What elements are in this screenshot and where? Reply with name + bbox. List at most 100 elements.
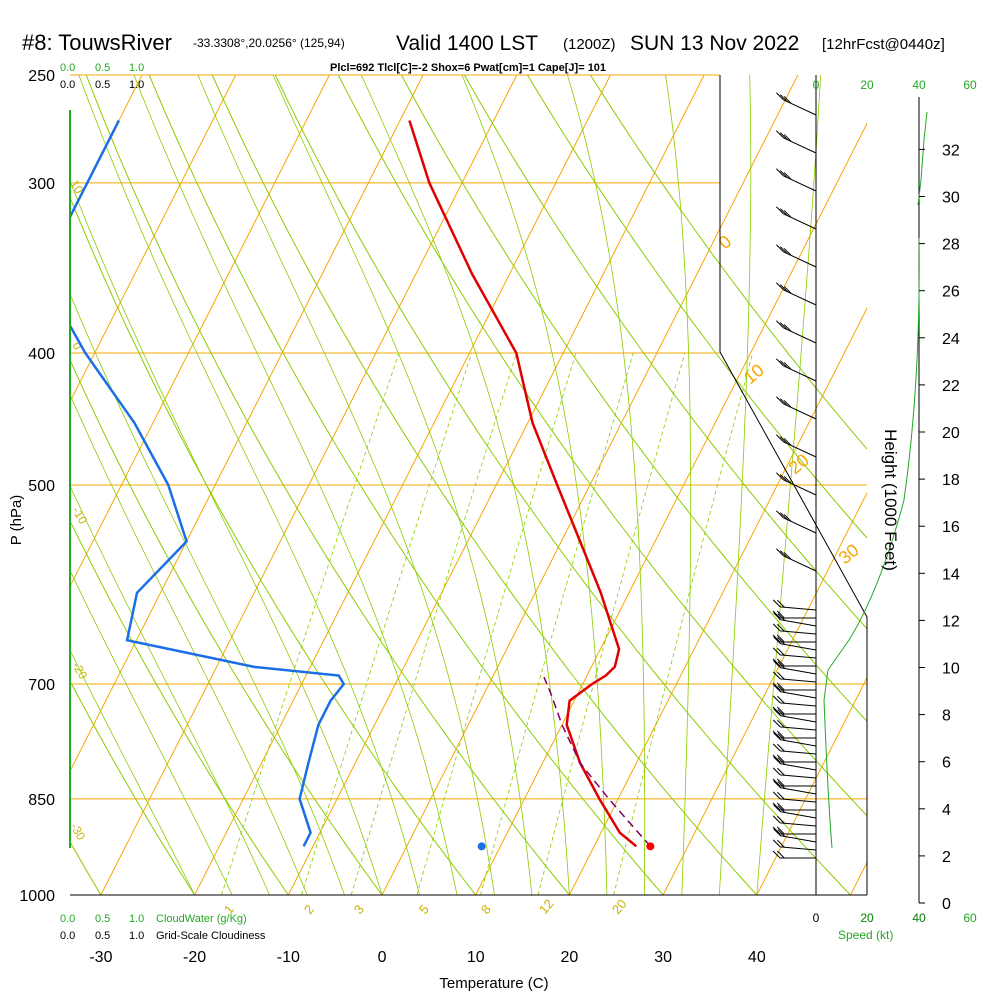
wind-barb (773, 804, 817, 819)
moist-adiabat-20 (360, 75, 570, 895)
wind-barb (776, 396, 817, 420)
height-tick-28: 28 (942, 237, 960, 254)
moist-adiabat-4 (78, 75, 420, 895)
wind-barb-flag (779, 398, 788, 406)
wind-barb-flag (777, 685, 786, 693)
wind-barb-flag (776, 754, 785, 763)
wind-barb-flag (772, 599, 781, 608)
wind-barb-flag (772, 658, 781, 667)
moist-adiabat-36 (718, 75, 752, 895)
wind-barb (772, 826, 816, 835)
wind-barb (772, 658, 816, 667)
isotherm-50 (850, 861, 867, 895)
speed-black-tick-2: 40 (912, 911, 926, 925)
wind-barb-flag (779, 284, 788, 292)
wind-barb (772, 623, 817, 635)
wind-barb (773, 684, 817, 699)
pressure-tick-250: 250 (28, 68, 55, 85)
cloud-cover-label: Grid-Scale Cloudiness (156, 930, 266, 942)
wind-barb-flag (773, 636, 781, 645)
dry-adiabat-label: -20 (69, 660, 90, 682)
speed-top-tick-2: 40 (912, 78, 926, 92)
wind-barb-flag (776, 472, 784, 481)
moist-adiabat-8 (133, 75, 458, 895)
mixing-ratio-1 (221, 352, 400, 895)
wind-barb (773, 732, 817, 747)
wind-barb (772, 767, 817, 779)
wind-barb-shaft (780, 691, 817, 699)
wind-barb-flag (783, 210, 792, 218)
wind-barb-flag (783, 172, 792, 180)
mixing-ratio-20 (613, 352, 754, 895)
cloud-water-label: CloudWater (g/Kg) (156, 913, 247, 925)
wind-barb (772, 791, 817, 803)
wind-barb (772, 634, 816, 643)
wind-barb-flag (776, 850, 785, 859)
wind-barb-shaft (780, 643, 817, 651)
wind-barb-flag (776, 826, 785, 835)
parcel-path (543, 676, 651, 847)
pressure-tick-850: 850 (28, 792, 55, 809)
wind-barb-shaft (780, 667, 817, 675)
wind-barb-flag (776, 434, 784, 443)
wind-barb-flag (772, 839, 781, 848)
wind-barb-flag (776, 802, 785, 811)
height-tick-24: 24 (942, 331, 960, 348)
dry-adiabat-40 (211, 75, 758, 895)
wind-barb-flag (777, 743, 785, 752)
wind-barb-flag (779, 512, 788, 520)
mixing-ratio-label: 3 (351, 902, 367, 917)
isotherm-30 (662, 491, 867, 895)
wind-barb-flag (777, 733, 786, 741)
height-tick-14: 14 (942, 566, 960, 583)
wind-barb-flag (783, 362, 792, 370)
wind-barb-flag (776, 548, 784, 557)
wind-barb-flag (776, 510, 784, 519)
temperature-tick--30: -30 (89, 949, 112, 966)
wind-barb-shaft (780, 835, 817, 843)
wind-barb-flag (776, 730, 785, 739)
wind-barb-flag (783, 248, 792, 256)
wind-barb-flag (783, 514, 792, 522)
wind-barb (776, 282, 817, 306)
wind-barb-flag (772, 730, 781, 739)
moist-adiabat-label: 10 (740, 360, 768, 388)
wind-barb (772, 754, 816, 763)
mixing-ratio-label: 20 (609, 896, 630, 917)
cloud-water-tick-bottom-1: 0.5 (95, 913, 110, 925)
y2-axis-label: Height (1000 Feet) (881, 429, 900, 571)
speed-green-tick-1: 40 (912, 911, 926, 925)
wind-barb-flag (777, 791, 785, 800)
mixing-ratio-8 (480, 352, 634, 895)
dry-adiabat-10 (70, 196, 477, 895)
dry-adiabat--10 (70, 519, 289, 895)
wind-barb (776, 320, 817, 344)
wind-barb-flag (773, 828, 781, 837)
temperature-tick-10: 10 (467, 949, 485, 966)
wind-barb-shaft (783, 365, 817, 382)
cloud-water-tick-top-1: 0.5 (95, 62, 110, 74)
wind-barb-flag (777, 829, 786, 837)
wind-barb (773, 708, 817, 723)
wind-barb-flag (776, 634, 785, 643)
wind-barb (776, 206, 817, 230)
wind-barb-flag (777, 623, 785, 632)
wind-barb-flag (773, 780, 781, 789)
wind-barb-flag (783, 552, 792, 560)
wind-barb-flag (772, 791, 781, 800)
wind-barb (776, 130, 817, 154)
wind-barb-flag (777, 709, 786, 717)
wind-barb-flag (776, 244, 784, 253)
pressure-tick-300: 300 (28, 176, 55, 193)
wind-barb (772, 706, 816, 715)
wind-barb-flag (783, 324, 792, 332)
pressure-tick-500: 500 (28, 478, 55, 495)
temperature-tick-20: 20 (561, 949, 579, 966)
wind-barb-shaft (780, 630, 817, 635)
mixing-ratio-label: 5 (416, 902, 432, 917)
wind-barb-shaft (783, 251, 817, 268)
wind-barb-shaft (783, 99, 817, 116)
height-tick-2: 2 (942, 849, 951, 866)
station-coords: -33.3308°,20.0256° (125,94) (193, 36, 345, 50)
